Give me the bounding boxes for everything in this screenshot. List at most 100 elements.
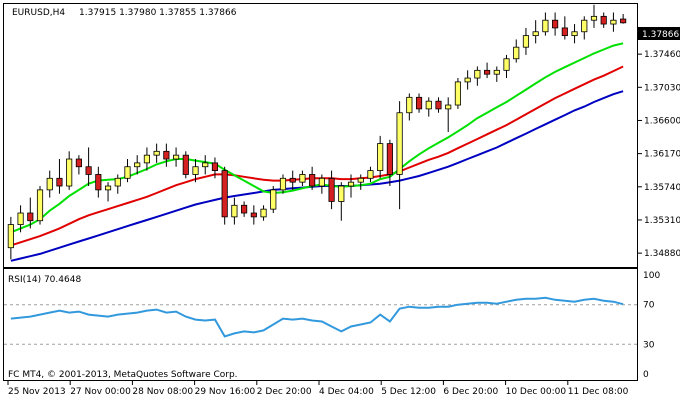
candle [95,166,102,198]
candle [46,170,53,198]
ma-fast-line [10,42,624,234]
candle-body [532,31,539,37]
candle [260,205,267,221]
candle-body [600,15,607,25]
candle [425,97,432,117]
candle [241,201,248,217]
axes: 1.37460 1.37030 1.36600 1.36170 1.35740 1.353… [7,50,680,397]
candle [600,12,607,28]
price-tick-label: 1.35310 [644,216,680,226]
candle [309,166,316,190]
moving-averages [10,42,624,262]
x-tick-label: 29 Nov 16:00 [195,387,256,397]
candle [270,186,277,214]
candle-body [406,96,413,114]
current-price-label: 1.37866 [642,30,679,40]
candle-body [347,181,355,187]
symbol-label: EURUSD,H4 [12,8,65,18]
candle [318,174,325,194]
candle [221,166,228,225]
candle [513,39,520,63]
candle-body [571,31,578,37]
candle [173,147,180,167]
price-tick-label: 1.37460 [644,50,680,60]
x-tick-label: 11 Dec 08:00 [568,387,629,397]
candle-body [95,174,102,191]
rsi-tick-label: 100 [643,271,660,281]
candle-body [260,208,267,218]
rsi-panel-frame [3,268,638,381]
price-tick-label: 1.34880 [644,249,680,259]
candle-body [552,19,559,29]
candle-body [7,224,14,249]
candle-body [357,177,364,183]
candle-body [182,154,189,175]
candle [542,12,549,36]
candle-body [153,150,160,156]
candle-body [493,69,500,75]
candle [581,16,588,40]
candle [143,147,150,171]
candle-body [454,81,461,106]
candle [610,12,617,32]
candle [590,4,598,28]
candle-body [56,177,63,187]
candle-body [425,100,432,110]
candle [377,135,384,179]
candle [406,93,413,121]
candle-body [415,96,423,110]
candle [503,54,510,79]
candle-body [279,177,287,191]
candle-body [192,166,199,175]
candle-body [134,162,141,168]
candle [435,97,442,113]
candle-body [503,58,510,71]
candle [231,197,238,225]
rsi-line-layer [4,296,637,345]
candle [347,174,355,198]
candle-body [75,158,82,168]
candle [445,97,452,133]
candle [552,12,559,36]
candle-body [85,166,92,175]
candle-body [522,35,530,48]
candle-body [435,100,442,110]
x-tick-label: 10 Dec 00:00 [506,387,567,397]
candle-body [27,212,34,222]
candle-body [231,204,238,218]
candle [114,174,121,194]
candle-body [173,154,180,160]
candle [66,151,73,190]
candle-body [143,154,150,164]
candle-body [445,104,452,110]
x-tick-label: 4 Dec 04:00 [319,387,374,397]
candle-body [241,204,248,214]
candle [124,159,131,183]
candle [75,155,82,175]
candle-body [377,143,384,171]
candle [27,197,34,229]
candle-body [610,19,617,25]
rsi-label: RSI(14) 70.4648 [8,275,81,285]
candle [289,170,296,190]
candle-body [484,69,491,75]
candle-body [590,15,598,21]
candle [134,155,141,175]
candle [367,166,374,183]
candle [17,205,24,233]
candle-body [163,150,170,160]
candle [85,147,92,187]
candle [36,186,44,225]
candle-body [328,177,335,202]
candle [163,143,170,167]
candle-body [474,69,481,79]
candle-body [309,174,316,187]
candle-body [36,189,44,222]
candle [571,24,578,44]
candle [279,174,287,194]
candle [211,157,219,179]
candle [56,159,63,194]
candle-body [338,185,345,202]
candle [357,174,364,190]
